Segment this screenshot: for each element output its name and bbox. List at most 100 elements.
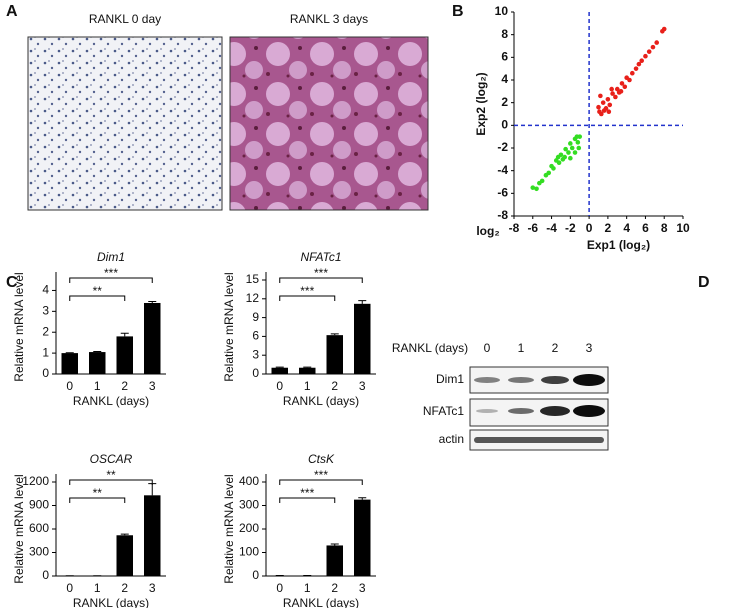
x-tick-label: -4 xyxy=(546,221,557,235)
y-tick-label: 8 xyxy=(501,27,508,41)
x-tick-label: 0 xyxy=(66,379,73,393)
x-axis-label: RANKL (days) xyxy=(73,596,149,608)
x-tick-label: 3 xyxy=(149,379,156,393)
error-bar xyxy=(148,483,157,496)
y-tick-label: 0 xyxy=(252,366,259,380)
error-bar xyxy=(358,300,367,304)
scatter-point xyxy=(601,108,607,113)
x-axis-label: Exp1 (log₂) xyxy=(587,238,650,252)
y-tick-label: 3 xyxy=(42,304,49,318)
scatter-point xyxy=(598,93,603,99)
x-tick-label: 1 xyxy=(94,581,101,595)
scatter-point xyxy=(549,163,554,169)
x-tick-label: 10 xyxy=(676,221,690,235)
y-tick-label: 12 xyxy=(246,291,260,305)
scatter-point xyxy=(530,185,536,190)
y-tick-label: 4 xyxy=(42,283,49,297)
y-tick-label: 3 xyxy=(252,347,259,361)
scatter-point xyxy=(646,49,652,54)
scatter-point xyxy=(633,66,639,71)
x-tick-label: 2 xyxy=(331,581,338,595)
error-bar xyxy=(120,533,129,536)
row-label: Dim1 xyxy=(436,372,464,386)
x-tick-label: 2 xyxy=(605,221,612,235)
y-tick-label: 1200 xyxy=(22,474,49,488)
scatter-point xyxy=(568,141,573,146)
band xyxy=(541,376,569,384)
y-tick-label: 0 xyxy=(252,568,259,582)
y-axis-label: Exp2 (log₂) xyxy=(474,72,488,135)
significance-label: *** xyxy=(300,284,314,298)
y-axis-label: Relative mRNA level xyxy=(222,474,236,583)
x-tick-label: 1 xyxy=(94,379,101,393)
x-tick-label: 3 xyxy=(359,379,366,393)
scatter-point xyxy=(609,86,614,92)
scatter-point xyxy=(606,109,612,115)
panel-letter: B xyxy=(452,3,464,20)
lane-label: 1 xyxy=(518,341,525,355)
scatter-point xyxy=(537,180,542,186)
x-tick-label: 4 xyxy=(623,221,630,235)
y-tick-label: 0 xyxy=(501,118,508,132)
bar xyxy=(61,353,78,374)
bar xyxy=(299,367,316,374)
x-tick-label: 6 xyxy=(642,221,649,235)
lane-label: 3 xyxy=(586,341,593,355)
scatter-point xyxy=(568,155,573,161)
significance-label: ** xyxy=(93,486,103,500)
x-axis-label: RANKL (days) xyxy=(283,596,359,608)
significance-bracket xyxy=(69,497,126,503)
error-bar xyxy=(358,497,367,500)
panel-letter: A xyxy=(6,3,18,20)
x-tick-label: -6 xyxy=(527,221,538,235)
x-tick-label: 8 xyxy=(661,221,668,235)
scatter-point xyxy=(562,154,567,160)
error-bar xyxy=(303,366,312,368)
row-label: NFATc1 xyxy=(423,404,464,418)
image-caption: RANKL 3 days xyxy=(290,12,368,26)
scatter-point xyxy=(607,102,613,108)
x-tick-label: -2 xyxy=(565,221,576,235)
bar xyxy=(354,303,371,374)
scatter-point xyxy=(575,140,581,145)
bar xyxy=(144,302,161,374)
error-bar xyxy=(275,366,284,368)
scatter-point xyxy=(572,150,578,155)
significance-bracket xyxy=(69,479,153,485)
significance-bracket xyxy=(279,295,336,301)
significance-label: *** xyxy=(314,468,328,482)
scatter-point xyxy=(661,26,667,32)
band xyxy=(476,409,498,413)
scatter-point xyxy=(576,145,582,151)
x-axis-label: RANKL (days) xyxy=(73,394,149,408)
y-axis-label: Relative mRNA level xyxy=(222,272,236,381)
bar xyxy=(271,367,288,374)
scatter-point xyxy=(605,96,611,102)
scatter-point xyxy=(574,134,580,139)
scatter-point xyxy=(654,40,660,45)
x-tick-label: 0 xyxy=(276,379,283,393)
error-bar xyxy=(93,350,102,353)
scatter-point xyxy=(650,44,656,50)
error-bar xyxy=(148,301,157,303)
scatter-point xyxy=(566,150,571,155)
scatter-point xyxy=(613,94,618,100)
western-blot: RANKL (days) 0 1 2 3 Dim1 NFATc1 actin xyxy=(392,341,609,451)
scatter-point xyxy=(639,58,644,64)
band xyxy=(573,405,605,417)
band xyxy=(508,377,534,383)
y-tick-label: 1 xyxy=(42,345,49,359)
significance-label: *** xyxy=(300,486,314,500)
y-tick-label: 6 xyxy=(501,50,508,64)
y-tick-label: 400 xyxy=(239,474,259,488)
scatter-point xyxy=(619,81,625,86)
scatter-point xyxy=(543,172,549,178)
significance-bracket xyxy=(69,277,153,283)
x-tick-label: 3 xyxy=(149,581,156,595)
significance-bracket xyxy=(279,479,363,485)
bar xyxy=(326,335,343,374)
significance-label: ** xyxy=(93,284,103,298)
y-tick-label: 100 xyxy=(239,545,259,559)
micrograph xyxy=(27,36,223,211)
y-tick-label: 2 xyxy=(42,324,49,338)
